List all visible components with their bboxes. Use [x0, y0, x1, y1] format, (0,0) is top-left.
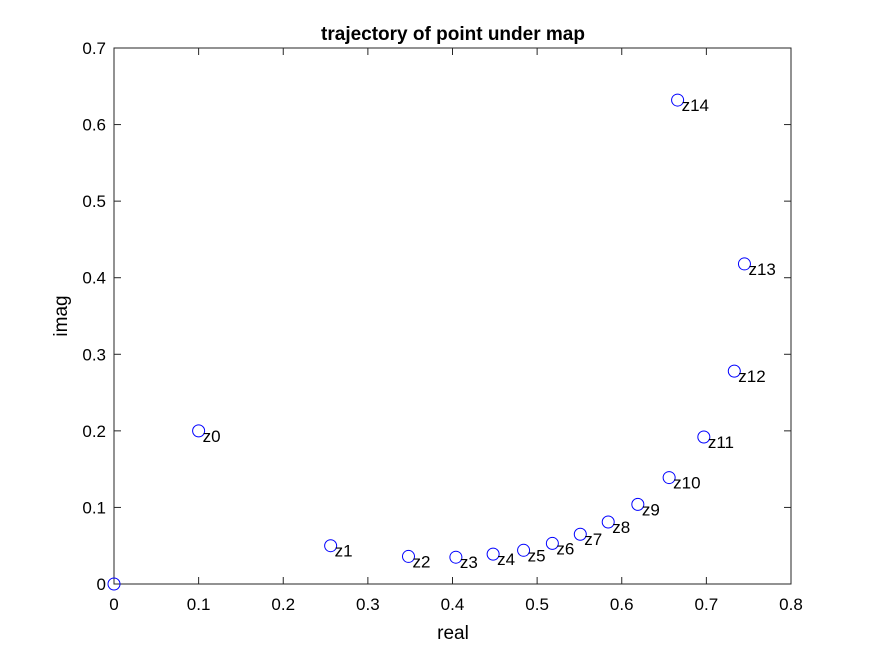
y-tick-label: 0: [97, 575, 106, 594]
data-point-marker: [545, 536, 559, 550]
data-point-marker: [631, 497, 645, 511]
y-tick-label: 0.2: [82, 422, 106, 441]
data-point-label: z2: [412, 552, 430, 571]
data-point-label: z14: [682, 96, 709, 115]
data-point-marker: [737, 257, 751, 271]
data-point-label: z0: [203, 427, 221, 446]
x-tick-label: 0.2: [271, 595, 295, 614]
data-points: z0 z1 z2 z3 z4 z5 z6 z7 z8 z9 z10 z11 z12 z13 z14: [107, 93, 776, 591]
y-tick-label: 0.3: [82, 345, 106, 364]
data-point-marker: [401, 549, 415, 563]
x-tick-label: 0.6: [610, 595, 634, 614]
data-point-marker: [107, 577, 121, 591]
y-axis-label: imag: [51, 295, 72, 336]
y-axis-ticks: 0 0.1 0.2 0.3 0.4 0.5 0.6 0.7: [82, 39, 791, 594]
data-point-label: z8: [612, 518, 630, 537]
data-point-label: z11: [708, 433, 734, 452]
data-point-marker: [727, 364, 741, 378]
x-axis-ticks: 0 0.1 0.2 0.3 0.4 0.5 0.6 0.7 0.8: [109, 48, 803, 614]
data-point-label: z13: [748, 260, 775, 279]
x-tick-label: 0.8: [779, 595, 803, 614]
data-point-marker: [573, 527, 587, 541]
data-point-label: z12: [738, 367, 765, 386]
data-point-label: z9: [642, 500, 660, 519]
data-point-marker: [192, 424, 206, 438]
y-tick-label: 0.6: [82, 116, 106, 135]
data-point-marker: [517, 543, 531, 557]
y-tick-label: 0.5: [82, 192, 106, 211]
data-point-label: z3: [460, 553, 478, 572]
chart-title: trajectory of point under map: [321, 24, 585, 45]
data-point-label: z7: [584, 530, 602, 549]
x-axis-label: real: [437, 623, 469, 644]
data-point-marker: [486, 547, 500, 561]
plot-area: [113, 47, 792, 585]
x-tick-label: 0.7: [695, 595, 719, 614]
data-point-marker: [662, 471, 676, 485]
x-tick-label: 0.5: [525, 595, 549, 614]
x-tick-label: 0.3: [356, 595, 380, 614]
y-tick-label: 0.7: [82, 39, 106, 58]
y-tick-label: 0.4: [82, 269, 106, 288]
y-tick-label: 0.1: [82, 498, 106, 517]
x-tick-label: 0.4: [441, 595, 465, 614]
data-point-label: z5: [528, 546, 546, 565]
data-point-marker: [601, 515, 615, 529]
data-point-marker: [697, 430, 711, 444]
data-point-label: z1: [335, 542, 353, 561]
x-tick-label: 0: [109, 595, 118, 614]
data-point-marker: [324, 539, 338, 553]
data-point-marker: [671, 93, 685, 107]
data-point-label: z4: [497, 550, 515, 569]
x-tick-label: 0.1: [187, 595, 211, 614]
data-point-label: z6: [556, 539, 574, 558]
data-point-marker: [449, 550, 463, 564]
data-point-label: z10: [673, 474, 700, 493]
